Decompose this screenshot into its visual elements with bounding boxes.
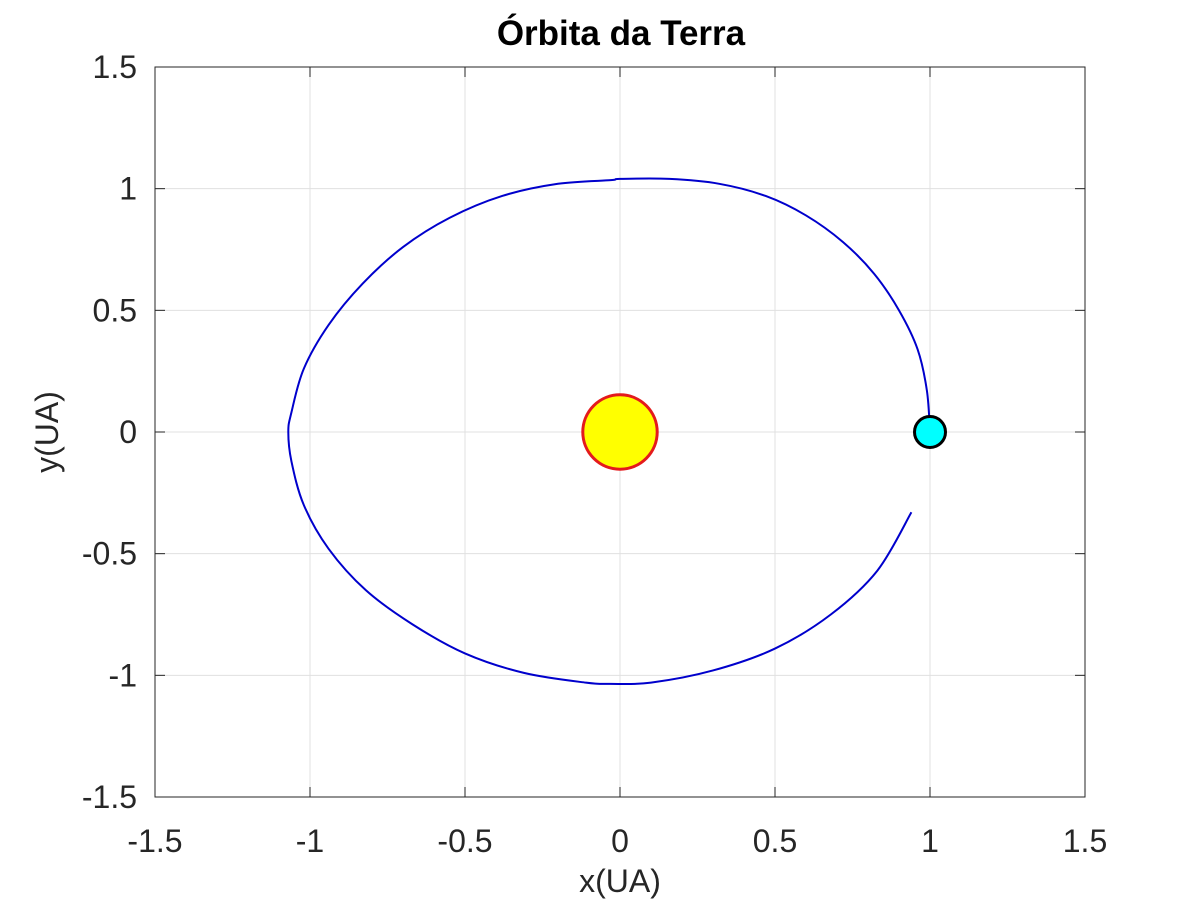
x-tick-label: 0 (611, 823, 629, 859)
y-tick-label: 0.5 (93, 292, 137, 328)
earth-marker (913, 415, 947, 449)
y-tick-label: 1 (119, 171, 137, 207)
y-tick-label: -1 (109, 657, 137, 693)
orbit-layer (287, 177, 931, 686)
x-tick-label: -1.5 (127, 823, 182, 859)
x-axis-label: x(UA) (579, 863, 661, 899)
orbit-line (287, 177, 931, 686)
y-axis-label: y(UA) (29, 391, 65, 473)
chart-title: Órbita da Terra (497, 13, 746, 53)
x-tick-label: -1 (296, 823, 324, 859)
tick-labels: -1.5 -1 -0.5 0 0.5 1 1.5 -1.5 -1 -0.5 0 0.5 1 1.5 (82, 49, 1107, 859)
x-tick-label: 1 (921, 823, 939, 859)
y-tick-label: -0.5 (82, 536, 137, 572)
x-tick-label: 0.5 (753, 823, 797, 859)
x-tick-label: -0.5 (437, 823, 492, 859)
y-tick-label: 0 (119, 414, 137, 450)
marker-layer (581, 393, 947, 471)
axis-ticks (154, 66, 1086, 798)
y-tick-label: -1.5 (82, 779, 137, 815)
y-tick-label: 1.5 (93, 49, 137, 85)
x-tick-label: 1.5 (1063, 823, 1107, 859)
sun-marker (581, 393, 659, 471)
